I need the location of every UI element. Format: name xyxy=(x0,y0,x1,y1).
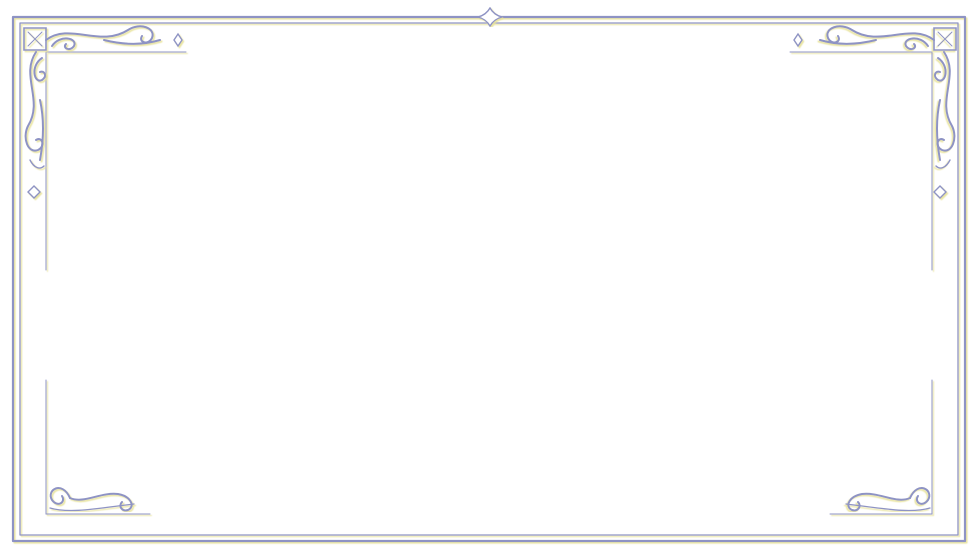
diamond-point-icon xyxy=(477,6,503,28)
scroll-curl-icon xyxy=(49,487,135,512)
diamond-sparkle-icon xyxy=(27,32,183,199)
frame-content-area xyxy=(50,60,928,500)
diamond-sparkle-icon xyxy=(793,32,947,199)
scroll-flourish-icon xyxy=(819,25,957,169)
scroll-flourish-icon xyxy=(23,25,161,169)
scroll-curl-icon xyxy=(845,487,931,512)
